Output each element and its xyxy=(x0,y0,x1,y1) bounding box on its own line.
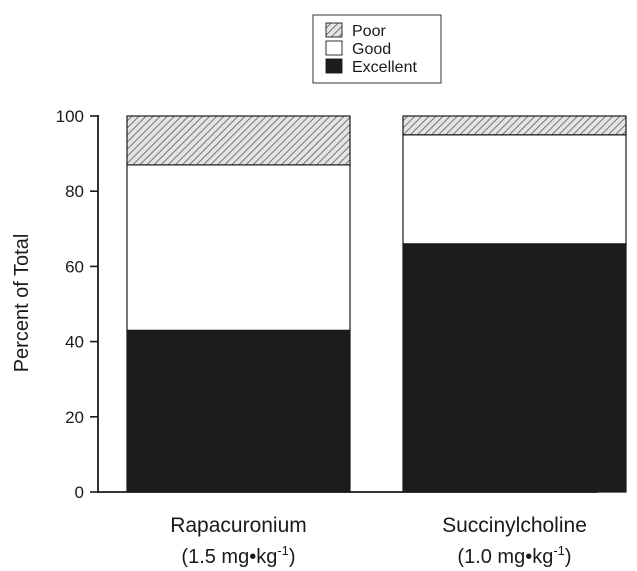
y-tick-label: 60 xyxy=(65,257,84,276)
bars xyxy=(126,115,627,493)
dose-text: (1.0 mg•kg xyxy=(457,546,553,568)
category-label: Succinylcholine xyxy=(442,514,587,537)
dose-text: (1.5 mg•kg xyxy=(181,546,277,568)
x-axis-labels: Rapacuronium(1.5 mg•kg-1)Succinylcholine… xyxy=(170,514,587,568)
dose-suffix: ) xyxy=(289,546,296,568)
category-label: Rapacuronium xyxy=(170,514,307,537)
bar-group-rapacuronium xyxy=(126,115,351,493)
category-dose-label: (1.5 mg•kg-1) xyxy=(181,543,295,568)
legend-swatch-excellent xyxy=(325,58,343,74)
legend-label-poor: Poor xyxy=(352,23,386,40)
y-tick-label: 0 xyxy=(75,483,84,502)
legend-label-good: Good xyxy=(352,41,391,58)
y-tick-label: 40 xyxy=(65,333,84,352)
legend-swatch-good xyxy=(325,40,343,56)
bar-segment-good xyxy=(126,164,351,331)
legend-label-excellent: Excellent xyxy=(352,59,417,76)
category-dose-label: (1.0 mg•kg-1) xyxy=(457,543,571,568)
y-tick-label: 100 xyxy=(56,107,84,126)
bar-segment-excellent xyxy=(402,243,627,493)
dose-suffix: ) xyxy=(565,546,572,568)
dose-exponent: -1 xyxy=(277,543,289,558)
y-axis: 0 20 40 60 80 100 xyxy=(56,107,99,502)
y-tick-label: 20 xyxy=(65,408,84,427)
y-axis-label: Percent of Total xyxy=(11,234,33,373)
legend-swatch-poor xyxy=(325,22,343,38)
bar-segment-good xyxy=(402,134,627,245)
bar-group-succinylcholine xyxy=(402,115,627,493)
dose-exponent: -1 xyxy=(553,543,565,558)
bar-segment-poor xyxy=(402,115,627,136)
y-tick-label: 80 xyxy=(65,182,84,201)
bar-segment-excellent xyxy=(126,329,351,493)
bar-segment-poor xyxy=(126,115,351,166)
